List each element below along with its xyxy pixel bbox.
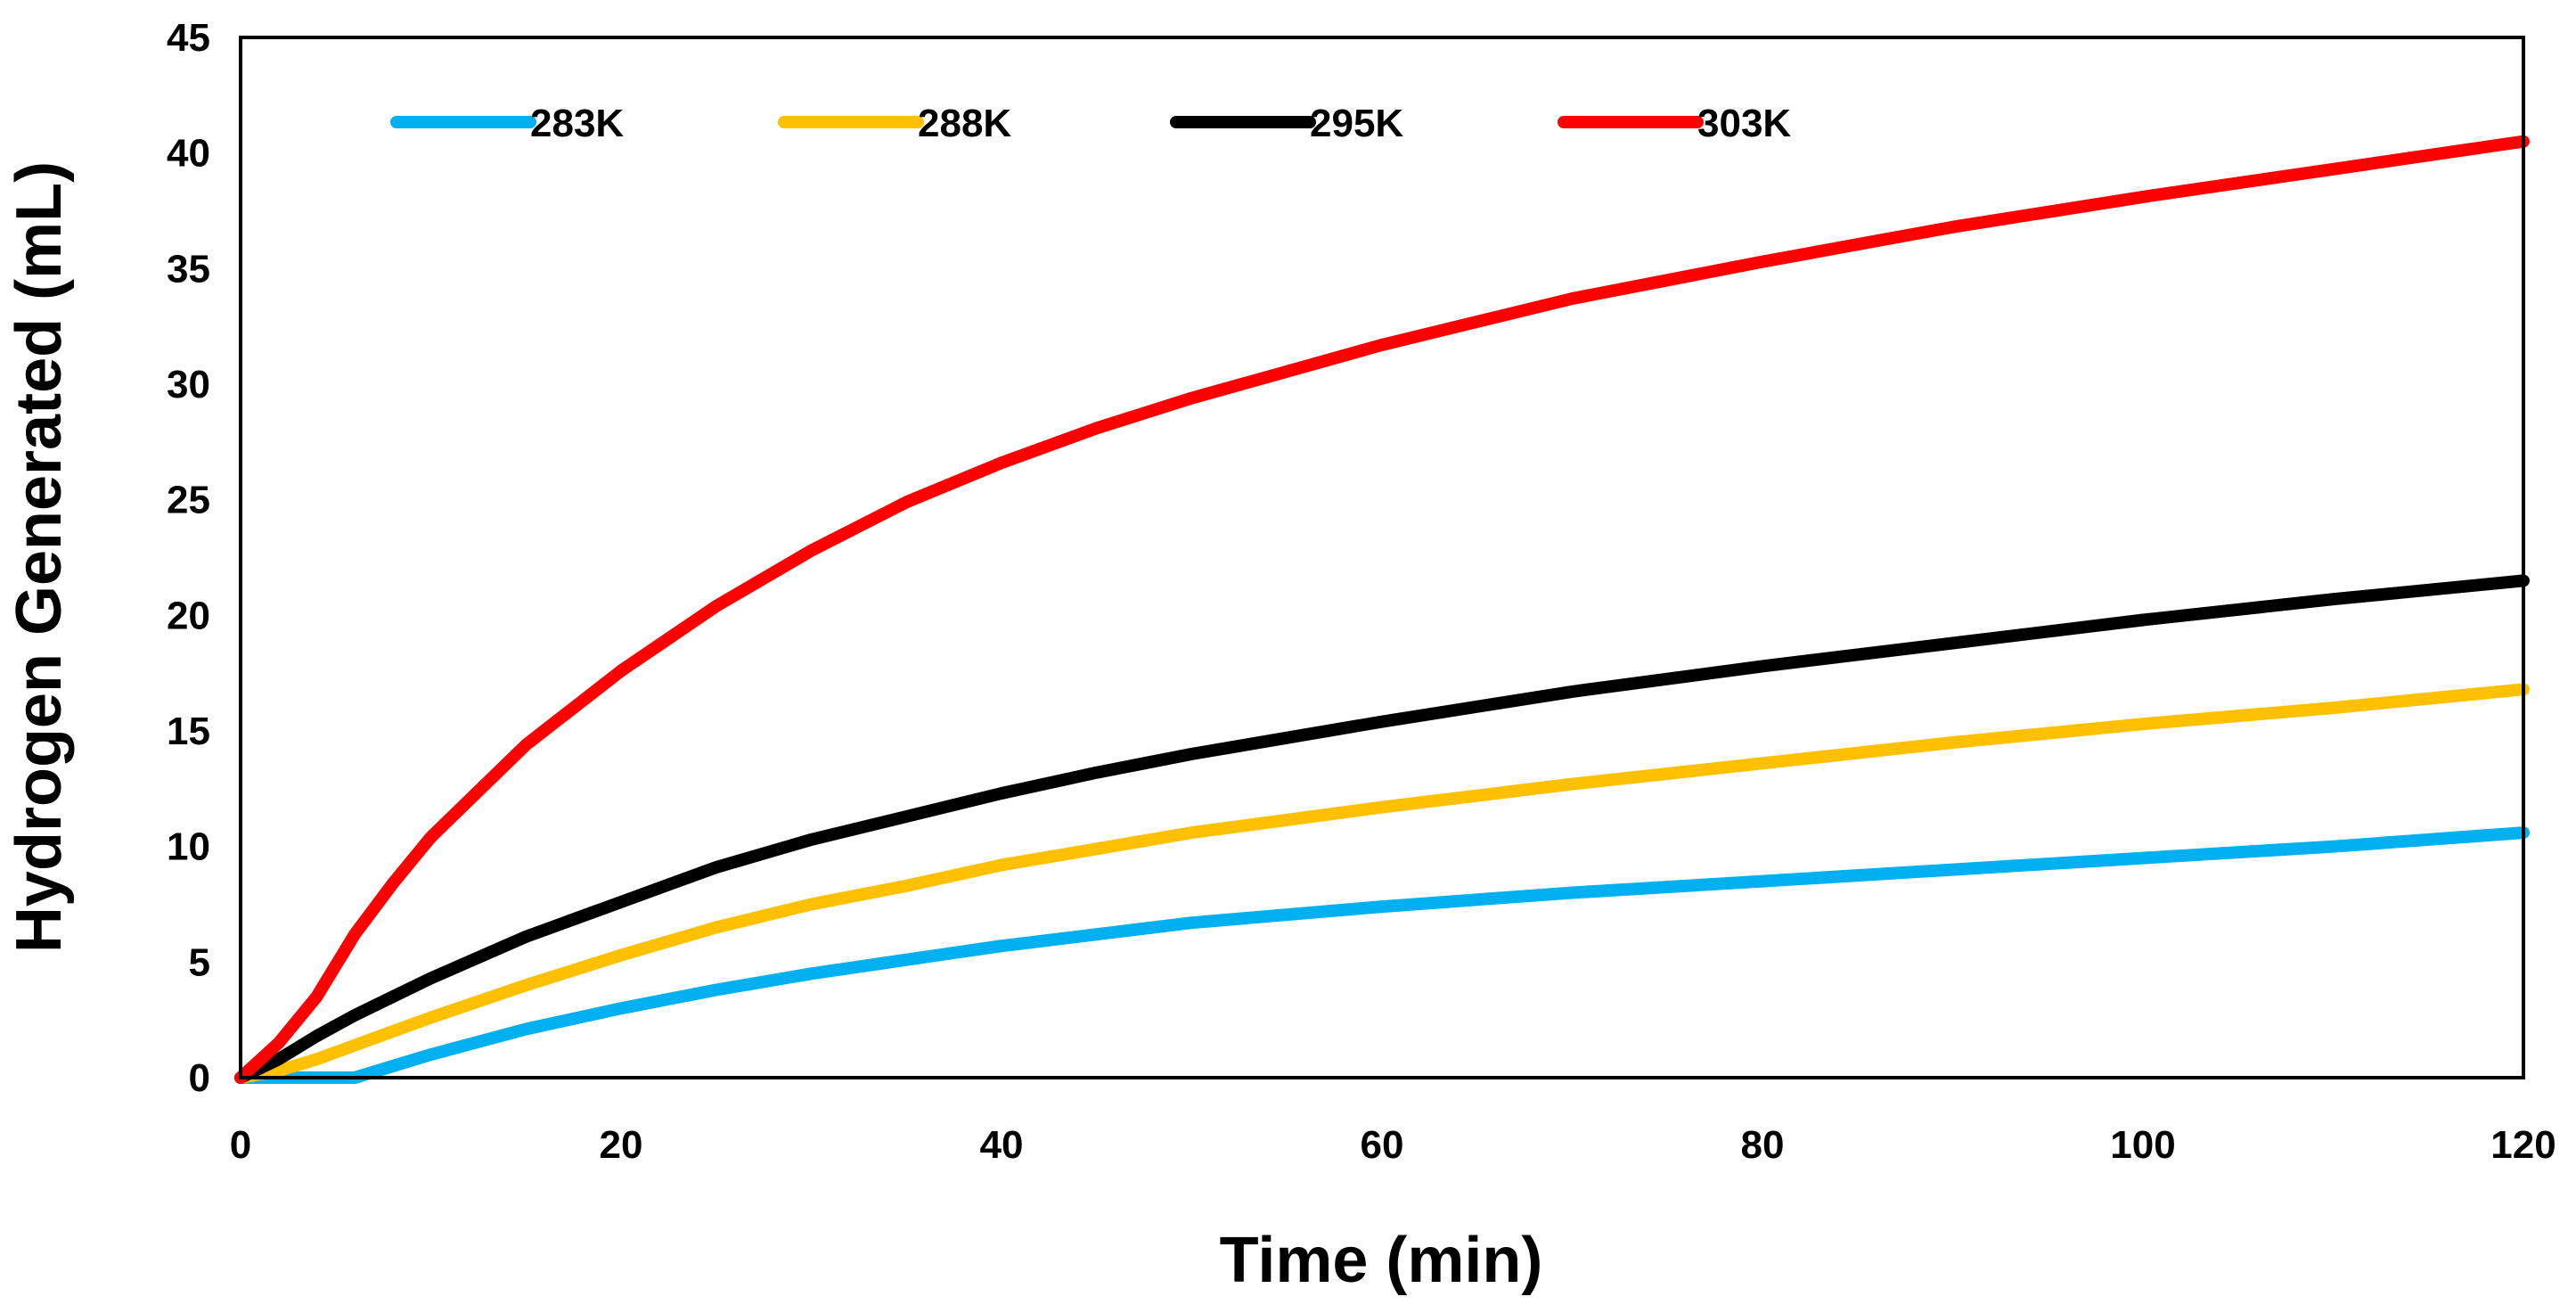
y-tick-label: 5 <box>189 940 210 984</box>
y-tick-label: 15 <box>167 710 210 753</box>
y-tick-label: 25 <box>167 479 210 522</box>
y-tick-label: 0 <box>189 1056 210 1100</box>
legend-label-288K: 288K <box>918 102 1011 145</box>
series-line-288K <box>234 683 2530 1084</box>
y-axis-title: Hydrogen Generated (mL) <box>4 161 75 953</box>
y-tick-label: 35 <box>167 247 210 291</box>
x-axis-title: Time (min) <box>1220 1225 1543 1296</box>
x-tick-label: 40 <box>980 1123 1024 1167</box>
y-axis-ticks: 0 5 10 15 20 25 30 35 40 45 <box>167 16 210 1100</box>
y-tick-label: 30 <box>167 363 210 406</box>
series-line-283K <box>234 826 2530 1084</box>
y-tick-label: 10 <box>167 825 210 869</box>
x-tick-label: 80 <box>1741 1123 1785 1167</box>
legend-label-303K: 303K <box>1697 102 1791 145</box>
x-tick-label: 100 <box>2110 1123 2175 1167</box>
series-line-303K <box>234 135 2530 1084</box>
series-line-295K <box>234 574 2530 1084</box>
series-layer <box>234 135 2530 1084</box>
x-tick-label: 120 <box>2490 1123 2556 1167</box>
x-axis-ticks: 0 20 40 60 80 100 120 <box>230 1123 2556 1167</box>
y-tick-label: 40 <box>167 132 210 176</box>
legend-label-283K: 283K <box>530 102 624 145</box>
x-tick-label: 20 <box>600 1123 643 1167</box>
x-tick-label: 60 <box>1361 1123 1404 1167</box>
y-tick-label: 20 <box>167 594 210 637</box>
plot-frame <box>239 36 2525 1079</box>
legend: 283K 288K 295K 303K <box>390 102 1791 145</box>
y-tick-label: 45 <box>167 16 210 60</box>
x-tick-label: 0 <box>230 1123 251 1167</box>
legend-label-295K: 295K <box>1310 102 1403 145</box>
